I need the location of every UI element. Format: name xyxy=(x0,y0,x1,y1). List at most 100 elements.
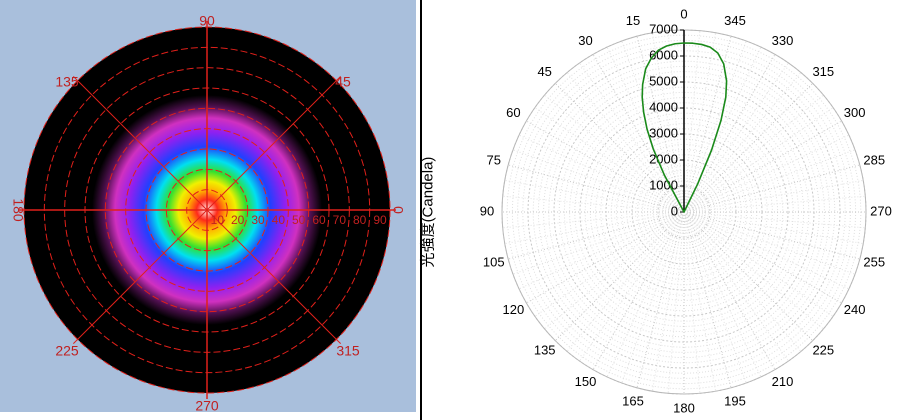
polar-ring xyxy=(584,112,784,312)
polar-angle-tick: 135 xyxy=(534,343,556,358)
panel-divider xyxy=(420,0,422,420)
polar-spoke xyxy=(508,164,685,213)
polar-spoke xyxy=(651,32,685,213)
polar-ring xyxy=(600,128,768,296)
polar-radial-tick: 3000 xyxy=(649,125,678,140)
polar-spoke xyxy=(683,195,866,213)
polar-spoke xyxy=(526,211,685,304)
polar-spoke xyxy=(636,36,685,213)
polar-spoke xyxy=(502,211,685,229)
polar-spoke xyxy=(683,54,776,213)
polar-angle-tick: 330 xyxy=(772,33,794,48)
polar-spoke xyxy=(512,149,685,213)
polar-series xyxy=(641,42,728,213)
polar-angle-tick: 45 xyxy=(537,64,551,79)
polar-angle-labels: 0 15 30 45 60 75 90 105 120 135 150 165 180 195 210 225… xyxy=(480,6,892,415)
map-radial-label: 30 xyxy=(251,213,265,227)
map-radial-label: 70 xyxy=(333,213,347,227)
polar-spoke xyxy=(518,134,685,213)
polar-radial-tick: 1000 xyxy=(649,177,678,192)
map-angle-label: 180 xyxy=(10,198,26,222)
polar-angle-tick: 255 xyxy=(863,254,885,269)
polar-spoke xyxy=(683,211,856,275)
polar-spoke xyxy=(683,134,850,213)
polar-spoke xyxy=(683,211,802,352)
polar-spoke xyxy=(636,211,685,388)
polar-ring xyxy=(558,86,810,338)
map-radial-label: 90 xyxy=(373,213,387,227)
polar-angle-tick: 240 xyxy=(844,302,866,317)
polar-angle-tick: 105 xyxy=(483,254,505,269)
polar-spoke xyxy=(592,54,685,213)
intensity-map-panel: 90 135 45 180 0 225 315 270 10 20 30 40 50 60 70 80 90 xyxy=(0,0,416,412)
polar-angle-tick: 210 xyxy=(772,374,794,389)
polar-spoke xyxy=(683,211,864,245)
polar-radial-tick: 0 xyxy=(671,203,678,218)
polar-spoke xyxy=(683,211,789,362)
polar-spoke xyxy=(683,149,856,213)
polar-spoke xyxy=(683,211,866,229)
polar-spoke xyxy=(683,36,732,213)
map-angle-label: 315 xyxy=(336,343,360,359)
polar-angle-tick: 150 xyxy=(575,374,597,389)
polar-angle-tick: 90 xyxy=(480,203,494,218)
polar-spoke xyxy=(683,211,842,304)
polar-spoke xyxy=(544,94,685,213)
polar-spoke xyxy=(683,211,824,330)
polar-spoke xyxy=(621,40,685,213)
polar-angle-tick: 75 xyxy=(486,152,500,167)
polar-spoke xyxy=(667,30,685,213)
polar-chart: 0 15 30 45 60 75 90 105 120 135 150 165 180 195 210 225… xyxy=(480,6,892,415)
map-spoke xyxy=(206,209,341,344)
polar-ring xyxy=(662,190,706,234)
polar-spoke xyxy=(683,107,834,213)
polar-spoke xyxy=(606,46,685,213)
polar-spoke xyxy=(683,211,860,260)
polar-spoke xyxy=(683,211,732,388)
polar-spoke xyxy=(683,30,701,213)
map-angle-label: 90 xyxy=(199,13,215,29)
polar-radial-labels: 0 1000 2000 3000 4000 5000 6000 7000 xyxy=(649,21,684,218)
polar-spoke xyxy=(526,120,685,213)
map-radial-label: 80 xyxy=(353,213,367,227)
polar-spoke xyxy=(621,211,685,384)
polar-angle-tick: 165 xyxy=(622,394,644,409)
map-angle-label: 0 xyxy=(390,206,406,214)
map-radial-label: 20 xyxy=(231,213,245,227)
map-radial-label: 60 xyxy=(312,213,326,227)
polar-angle-tick: 285 xyxy=(863,152,885,167)
polar-spoke xyxy=(683,32,717,213)
polar-spoke xyxy=(534,107,685,213)
polar-spoke xyxy=(544,211,685,330)
polar-spoke xyxy=(579,62,685,213)
map-radial-label: 40 xyxy=(272,213,286,227)
polar-spoke xyxy=(579,211,685,362)
map-radial-label: 50 xyxy=(292,213,306,227)
polar-angle-tick: 15 xyxy=(626,13,640,28)
map-spoke xyxy=(73,76,208,211)
polar-spoke xyxy=(606,211,685,378)
polar-angle-tick: 120 xyxy=(503,302,525,317)
polar-angle-tick: 195 xyxy=(724,394,746,409)
polar-spoke xyxy=(667,211,685,394)
polar-angle-tick: 30 xyxy=(578,33,592,48)
polar-spoke xyxy=(683,211,776,370)
polar-radial-tick: 5000 xyxy=(649,73,678,88)
polar-spoke xyxy=(683,82,814,213)
map-angle-label: 135 xyxy=(55,74,79,90)
polar-spoke xyxy=(683,94,824,213)
map-angle-label: 270 xyxy=(195,398,219,412)
polar-spoke xyxy=(683,179,864,213)
polar-angle-tick: 60 xyxy=(506,105,520,120)
map-radial-label: 10 xyxy=(211,213,225,227)
polar-ring xyxy=(574,102,794,322)
polar-spoke xyxy=(683,211,762,378)
polar-angle-tick: 0 xyxy=(680,6,687,21)
polar-spoke xyxy=(683,62,789,213)
polar-ring xyxy=(621,149,747,275)
polar-radial-tick: 7000 xyxy=(649,21,678,36)
polar-angle-tick: 180 xyxy=(673,400,695,415)
polar-radial-tick: 4000 xyxy=(649,99,678,114)
intensity-map: 90 135 45 180 0 225 315 270 10 20 30 40 50 60 70 80 90 xyxy=(10,13,406,412)
polar-angle-tick: 225 xyxy=(812,343,834,358)
